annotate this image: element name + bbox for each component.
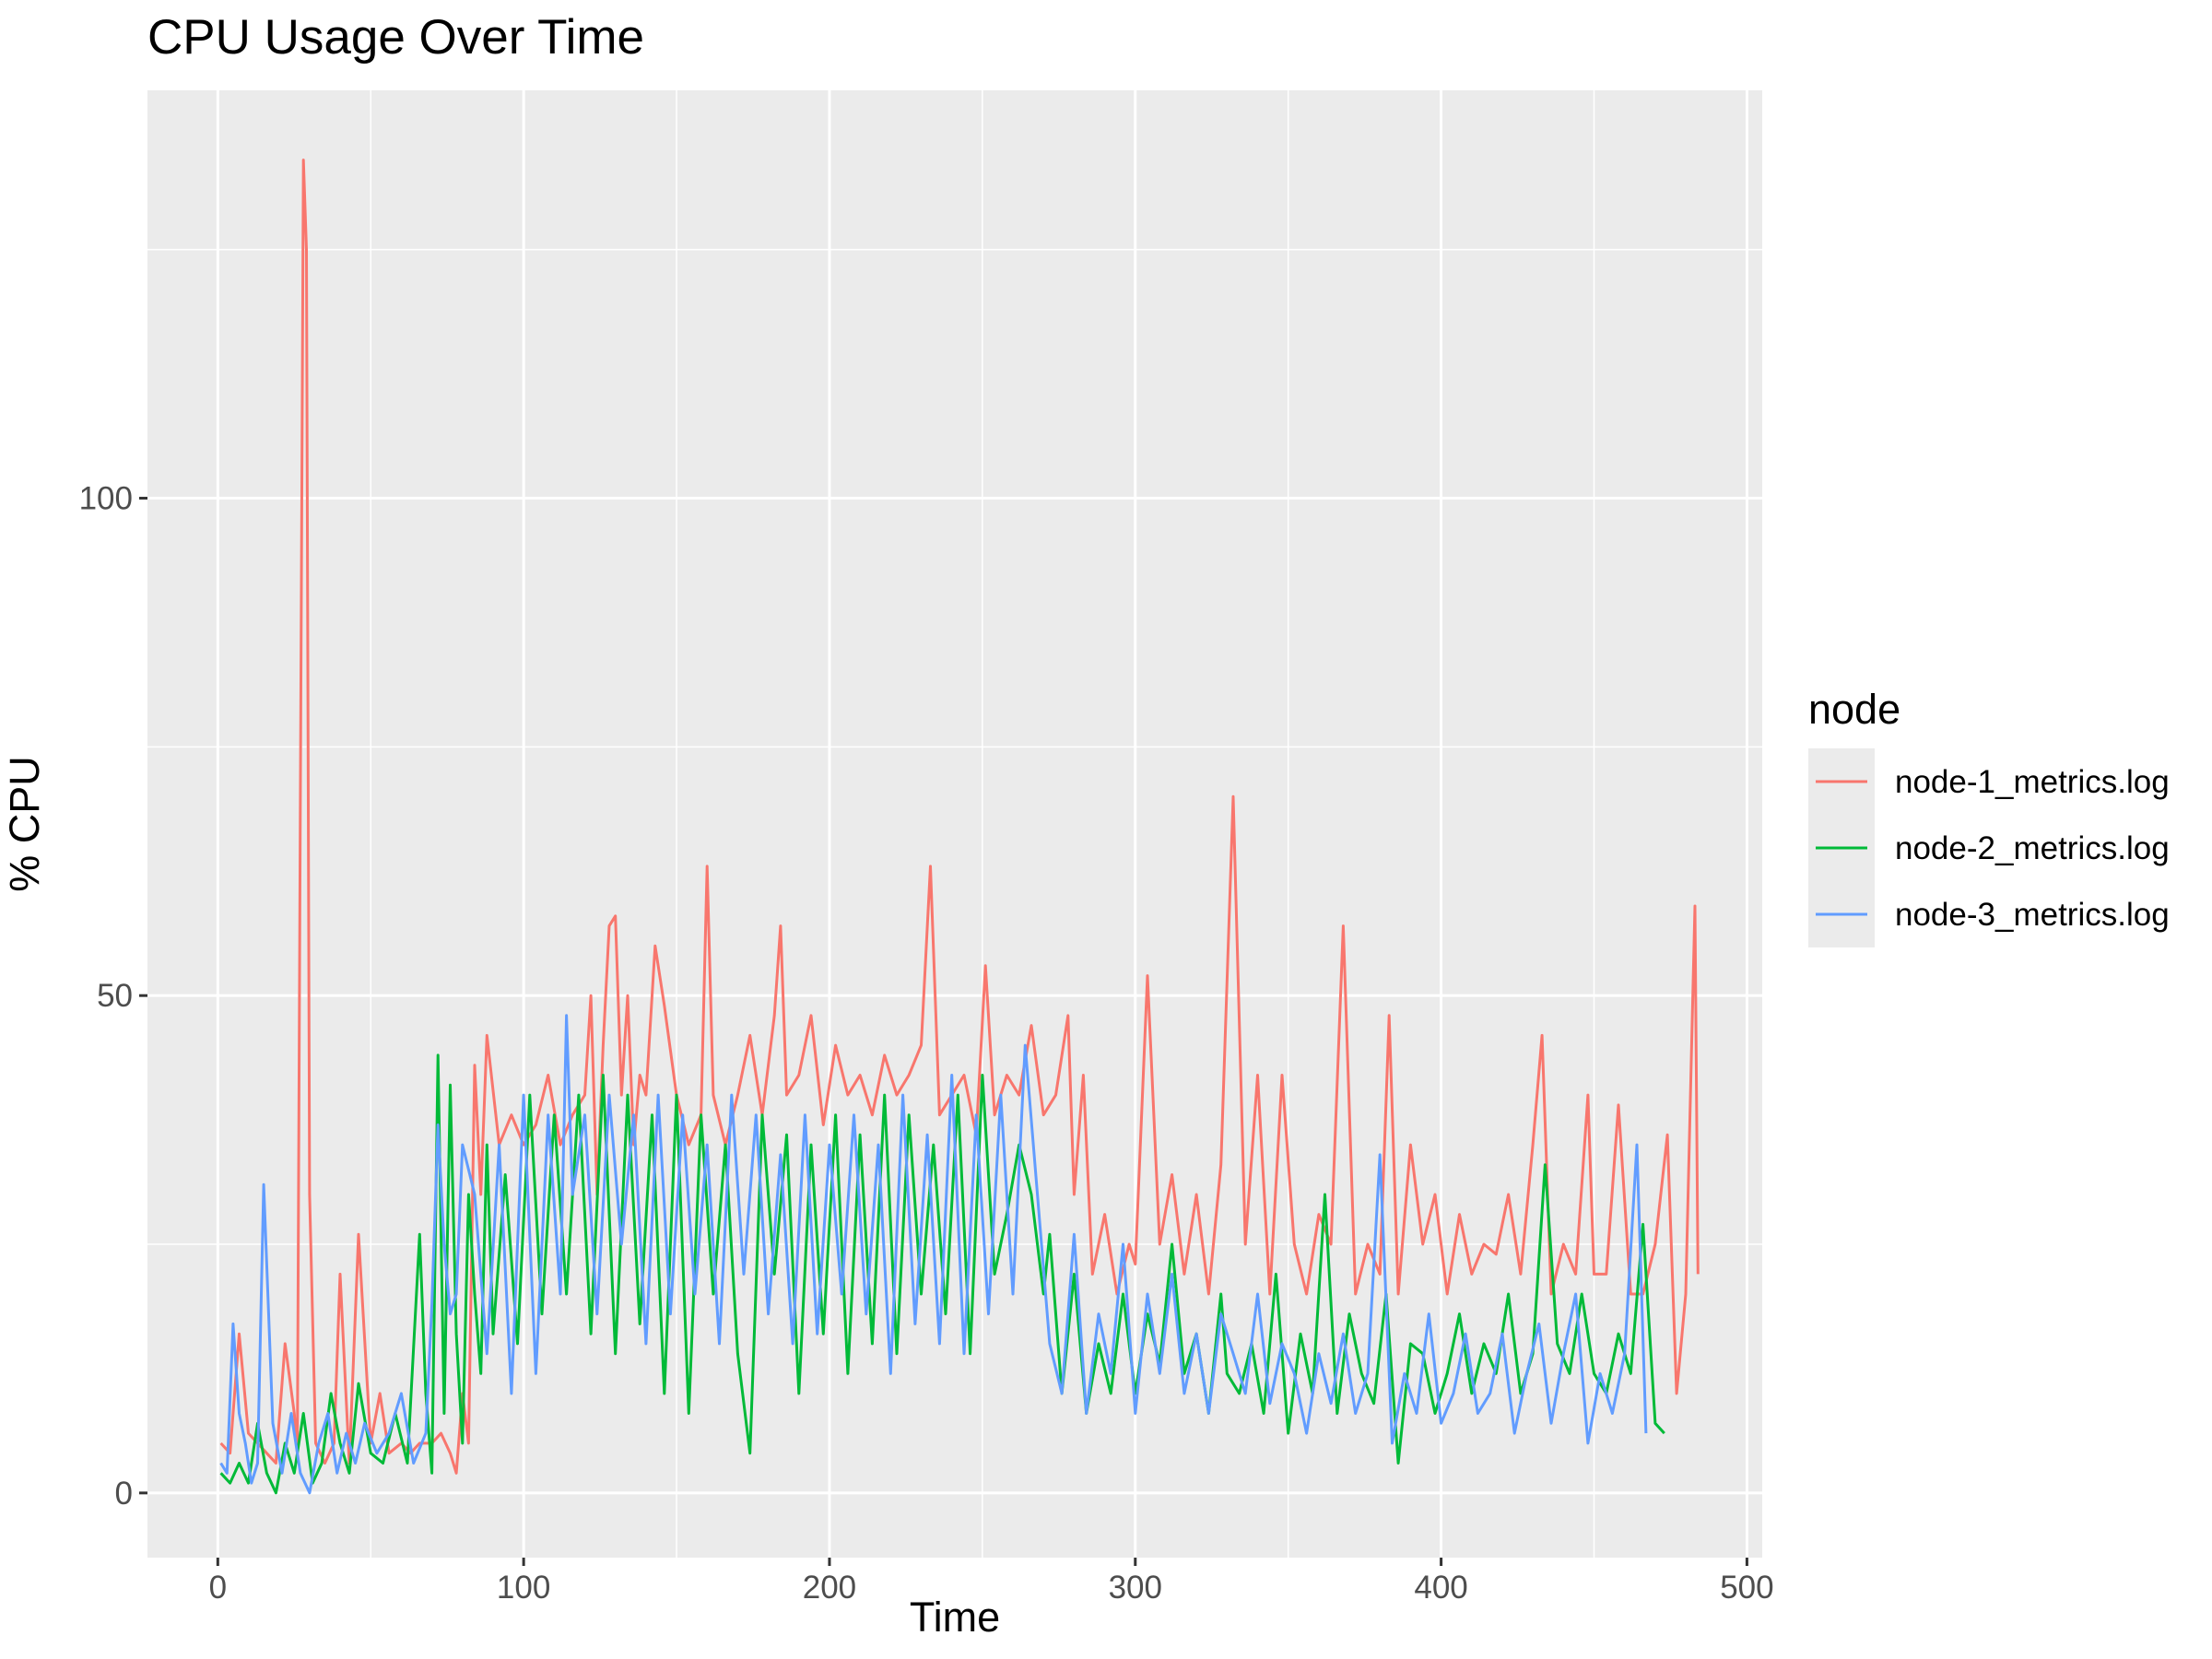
- x-tick-label: 500: [1720, 1570, 1773, 1606]
- series-line-1: [219, 159, 1700, 1475]
- x-tick-label: 300: [1109, 1570, 1162, 1606]
- x-axis-title: Time: [910, 1594, 1000, 1641]
- series-line-3: [219, 1014, 1648, 1495]
- grid-minor: [147, 90, 1762, 1558]
- x-tick-label: 200: [803, 1570, 856, 1606]
- legend-label-3: node-3_metrics.log: [1895, 897, 2170, 933]
- y-axis-ticks: 0 50 100: [79, 481, 147, 1512]
- y-tick-label: 0: [115, 1476, 133, 1512]
- legend-label-1: node-1_metrics.log: [1895, 764, 2170, 800]
- legend-items: node-1_metrics.log node-2_metrics.lognode…: [1816, 764, 2170, 933]
- x-axis-ticks: 0 100 200 300 400 500: [209, 1558, 1774, 1606]
- x-tick-label: 100: [497, 1570, 550, 1606]
- chart-title: CPU Usage Over Time: [147, 10, 644, 65]
- y-tick-label: 100: [79, 481, 133, 517]
- grid-major: [147, 90, 1762, 1558]
- x-tick-label: 400: [1414, 1570, 1467, 1606]
- legend-label-2: node-2_metrics.log: [1895, 830, 2170, 866]
- x-tick-label: 0: [209, 1570, 227, 1606]
- legend-title: node: [1808, 686, 1900, 733]
- series-layer: [219, 159, 1700, 1495]
- legend: node node-1_metrics.log node-2_metrics.lo…: [1808, 686, 2170, 947]
- plot-panel: [147, 90, 1762, 1558]
- y-tick-label: 50: [97, 978, 133, 1014]
- y-axis-title: % CPU: [1, 756, 48, 892]
- series-line-2: [219, 1053, 1665, 1495]
